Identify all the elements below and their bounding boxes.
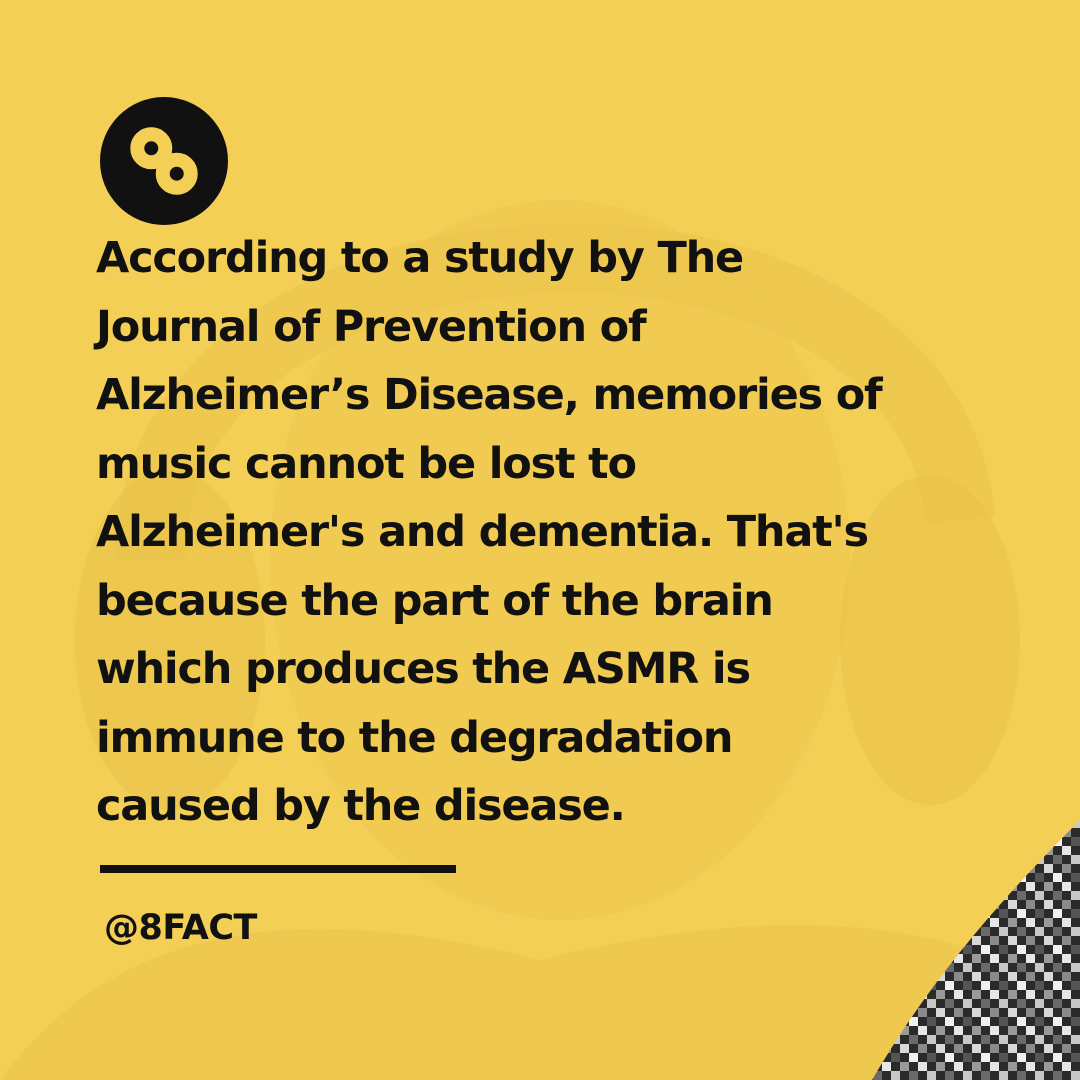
infinity-eight-icon	[130, 127, 198, 195]
divider-line	[100, 865, 456, 873]
fact-text: According to a study by The Journal of P…	[96, 233, 883, 831]
account-handle: @8FACT	[104, 908, 257, 948]
brand-logo	[100, 97, 228, 225]
